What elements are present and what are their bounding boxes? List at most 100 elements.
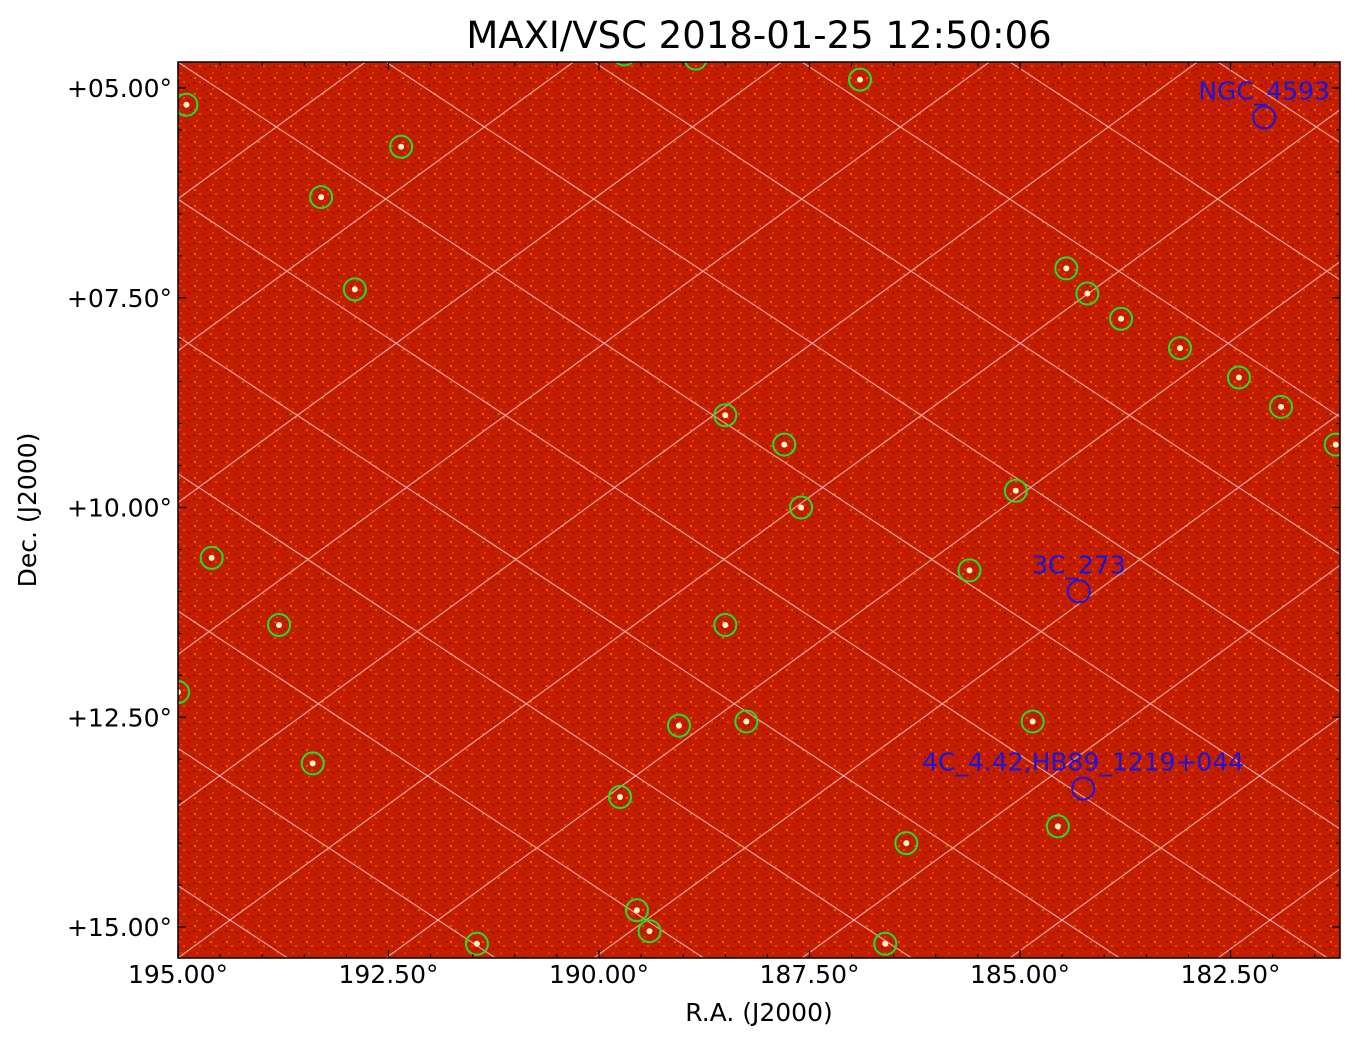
source-spot xyxy=(457,43,463,49)
detected-source-circle xyxy=(713,403,738,428)
detected-source-circle xyxy=(894,831,919,856)
y-axis-label: Dec. (J2000) xyxy=(13,433,42,588)
detected-source-circle xyxy=(608,784,633,809)
source-spot xyxy=(1063,265,1070,272)
grid-line-ra xyxy=(178,62,991,656)
grid-line-dec xyxy=(385,62,1340,693)
catalog-source-label: NGC_4593 xyxy=(1198,76,1330,105)
detected-source-circle xyxy=(614,62,634,67)
source-spot xyxy=(398,143,405,150)
catalog-source-label: 4C_4.42,HB89_1219+044 xyxy=(922,748,1244,777)
source-spot xyxy=(1235,374,1242,381)
detected-source-circle xyxy=(309,185,334,210)
grid-line-dec xyxy=(178,610,705,958)
catalog-source-markers: NGC_4593 3C_273 4C_4.42,HB89_1219+044 xyxy=(922,76,1330,801)
detected-source-circle xyxy=(637,919,662,944)
y-tick-label: +10.00° xyxy=(67,494,172,523)
y-tick-label: +07.50° xyxy=(67,284,172,313)
source-spot xyxy=(208,554,215,561)
catalog-source-circle xyxy=(1252,105,1277,130)
source-spot xyxy=(351,286,358,293)
source-spot xyxy=(617,793,624,800)
coordinate-grid xyxy=(178,62,1340,958)
catalog-source-label: 3C_273 xyxy=(1032,550,1126,579)
detected-source-circle xyxy=(1167,336,1192,361)
x-tick-label: 195.00° xyxy=(128,960,228,989)
grid-line-dec xyxy=(178,62,1340,830)
grid-line-dec xyxy=(801,62,1340,418)
source-spot xyxy=(798,504,805,511)
x-tick-label: 185.00° xyxy=(970,960,1070,989)
detected-source-circle xyxy=(1075,281,1100,306)
axis-ticks: 195.00° 192.50° 190.00° 187.50° 185.00° 182.5… xyxy=(67,62,1340,989)
detected-source-circle xyxy=(300,751,325,776)
x-axis-label: R.A. (J2000) xyxy=(685,998,833,1027)
detected-source-circle xyxy=(1045,814,1070,839)
source-spot xyxy=(1118,315,1125,322)
source-spot xyxy=(1345,22,1351,28)
detected-source-circle xyxy=(684,62,708,71)
y-tick-label: +12.50° xyxy=(67,703,172,732)
detected-source-circle xyxy=(666,713,691,738)
catalog-source-circle xyxy=(1066,579,1091,604)
grid-line-dec xyxy=(178,198,1329,958)
sky-image-background xyxy=(178,62,1340,958)
source-spot xyxy=(183,101,190,108)
source-spot xyxy=(882,940,889,947)
x-tick-label: 182.50° xyxy=(1181,960,1281,989)
grid-line-ra xyxy=(593,412,1340,958)
y-tick-label: +15.00° xyxy=(67,913,172,942)
detected-source-circle xyxy=(1323,432,1340,457)
grid-line-ra xyxy=(801,564,1340,958)
source-spot xyxy=(276,621,283,628)
y-tick-label: +05.00° xyxy=(67,74,172,103)
detected-source-circle xyxy=(713,612,738,637)
detected-source-circle xyxy=(342,277,367,302)
detected-source-circle xyxy=(1109,306,1134,331)
grid-line-ra xyxy=(178,108,1340,958)
detected-source-circle xyxy=(389,134,414,159)
source-spot xyxy=(722,621,729,628)
detected-source-circle xyxy=(1226,365,1251,390)
grid-line-dec xyxy=(178,473,913,958)
source-spot xyxy=(903,840,910,847)
x-tick-label: 192.50° xyxy=(339,960,439,989)
grid-line-ra xyxy=(178,62,783,504)
source-spot xyxy=(1084,290,1091,297)
source-spot xyxy=(675,722,682,729)
detected-source-circle xyxy=(178,680,190,705)
grid-line-ra xyxy=(178,62,367,200)
source-spot xyxy=(722,412,729,419)
detected-source-circle xyxy=(734,709,759,734)
detected-source-circle xyxy=(957,558,982,583)
grid-line-dec xyxy=(178,335,1121,958)
grid-line-ra xyxy=(178,62,1199,807)
catalog-source-circle xyxy=(1071,776,1096,801)
grid-line-ra xyxy=(178,62,575,352)
source-spot xyxy=(857,76,864,83)
grid-line-ra xyxy=(1009,716,1340,958)
source-spot xyxy=(318,194,325,201)
grid-line-dec xyxy=(1009,62,1340,281)
source-spot xyxy=(309,760,316,767)
source-spot xyxy=(646,928,653,935)
source-spot xyxy=(1332,441,1339,448)
detected-source-circle xyxy=(848,67,873,92)
source-spot xyxy=(473,940,480,947)
chart-title: MAXI/VSC 2018-01-25 12:50:06 xyxy=(466,14,1051,57)
source-spot xyxy=(743,718,750,725)
x-tick-label: 187.50° xyxy=(760,960,860,989)
detected-source-circle xyxy=(1269,394,1294,419)
source-spot xyxy=(1054,823,1061,830)
detected-source-circle xyxy=(199,545,224,570)
plot-frame xyxy=(177,61,1341,959)
source-spot xyxy=(781,441,788,448)
detected-source-circle xyxy=(464,931,489,956)
detected-source-circle xyxy=(789,495,814,520)
detected-source-circle xyxy=(873,931,898,956)
detected-source-circle xyxy=(1337,14,1355,36)
grid-line-dec xyxy=(593,62,1340,556)
source-spot xyxy=(966,567,973,574)
detected-source-markers xyxy=(178,14,1355,956)
